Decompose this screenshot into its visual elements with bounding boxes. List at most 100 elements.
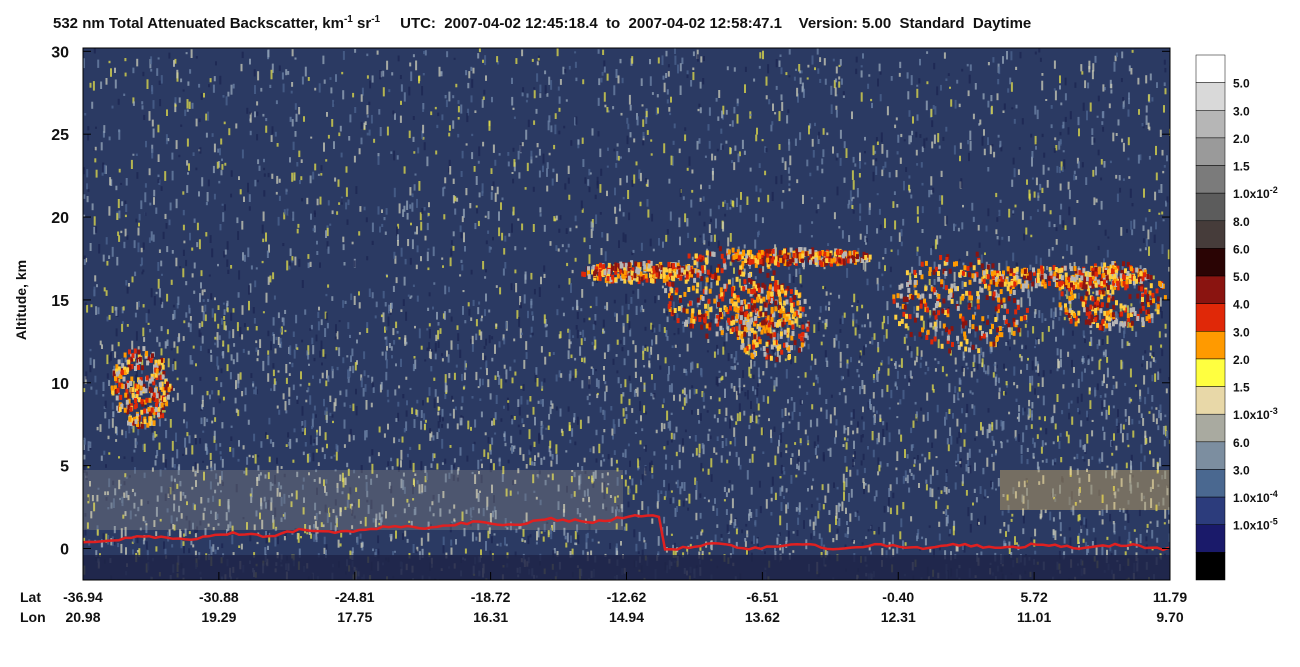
texture-cell bbox=[500, 418, 503, 422]
texture-cell bbox=[972, 502, 974, 506]
texture-cell bbox=[1056, 368, 1059, 372]
texture-cell bbox=[747, 337, 750, 346]
texture-cell bbox=[599, 148, 602, 158]
texture-cell bbox=[1082, 538, 1085, 543]
texture-cell bbox=[665, 454, 668, 460]
texture-cell bbox=[822, 334, 825, 337]
texture-cell bbox=[1078, 128, 1080, 137]
texture-cell bbox=[509, 490, 512, 496]
texture-cell bbox=[1000, 441, 1003, 444]
texture-cell bbox=[632, 494, 635, 500]
texture-cell bbox=[715, 295, 718, 302]
texture-cell bbox=[517, 218, 520, 221]
texture-cell bbox=[598, 78, 601, 86]
texture-cell bbox=[859, 160, 861, 169]
texture-cell bbox=[570, 283, 572, 293]
texture-cell bbox=[922, 320, 925, 330]
texture-cell bbox=[860, 92, 863, 102]
texture-cell bbox=[1074, 502, 1077, 506]
texture-cell bbox=[698, 453, 701, 458]
texture-cell bbox=[1094, 537, 1097, 545]
texture-cell bbox=[958, 387, 961, 392]
texture-cell bbox=[313, 210, 316, 215]
texture-cell bbox=[705, 281, 708, 291]
texture-cell bbox=[915, 413, 918, 422]
texture-cell bbox=[339, 125, 342, 132]
texture-cell bbox=[881, 360, 884, 363]
texture-cell bbox=[829, 447, 832, 457]
texture-cell bbox=[733, 267, 735, 274]
texture-cell bbox=[368, 456, 371, 463]
texture-cell bbox=[613, 450, 616, 455]
texture-cell bbox=[505, 488, 508, 497]
texture-cell bbox=[317, 462, 320, 466]
texture-cell bbox=[1139, 389, 1142, 400]
texture-cell bbox=[825, 399, 828, 404]
texture-cell bbox=[351, 241, 354, 245]
texture-cell bbox=[345, 202, 348, 210]
texture-cell bbox=[945, 126, 948, 132]
texture-cell bbox=[1120, 78, 1123, 83]
texture-cell bbox=[999, 199, 1002, 203]
texture-cell bbox=[844, 427, 847, 431]
texture-cell bbox=[854, 511, 857, 517]
texture-cell bbox=[214, 336, 217, 340]
texture-cell bbox=[641, 104, 644, 107]
texture-cell bbox=[666, 440, 669, 446]
texture-cell bbox=[851, 539, 854, 542]
texture-cell bbox=[95, 389, 98, 395]
texture-cell bbox=[884, 161, 887, 168]
texture-cell bbox=[522, 454, 525, 461]
texture-cell bbox=[872, 145, 875, 156]
texture-cell bbox=[475, 333, 478, 341]
texture-cell bbox=[94, 146, 97, 151]
texture-cell bbox=[900, 518, 903, 528]
texture-cell bbox=[902, 540, 904, 550]
texture-cell bbox=[326, 370, 328, 379]
texture-cell bbox=[546, 168, 548, 177]
texture-cell bbox=[312, 171, 315, 180]
plot-area bbox=[83, 48, 1170, 580]
texture-cell bbox=[486, 496, 489, 507]
texture-cell bbox=[186, 99, 189, 109]
texture-cell bbox=[743, 384, 746, 388]
texture-cell bbox=[1042, 164, 1045, 175]
texture-cell bbox=[209, 481, 212, 490]
texture-cell bbox=[684, 134, 687, 142]
texture-cell bbox=[133, 502, 136, 509]
texture-cell bbox=[256, 111, 259, 116]
texture-cell bbox=[480, 549, 482, 558]
texture-cell bbox=[887, 316, 889, 325]
texture-cell bbox=[899, 399, 902, 405]
texture-cell bbox=[103, 125, 106, 133]
texture-cell bbox=[118, 210, 121, 219]
texture-cell bbox=[663, 308, 666, 314]
texture-cell bbox=[230, 170, 233, 177]
texture-cell bbox=[198, 322, 201, 329]
texture-cell bbox=[986, 334, 989, 345]
texture-cell bbox=[833, 338, 836, 348]
texture-cell bbox=[833, 80, 836, 89]
texture-cell bbox=[729, 441, 732, 445]
texture-cell bbox=[513, 159, 516, 167]
texture-cell bbox=[868, 207, 871, 215]
texture-cell bbox=[957, 227, 960, 232]
texture-cell bbox=[407, 503, 410, 507]
texture-cell bbox=[131, 276, 134, 283]
texture-cell bbox=[556, 551, 559, 557]
texture-cell bbox=[785, 488, 788, 493]
texture-cell bbox=[403, 508, 406, 514]
texture-cell bbox=[765, 95, 768, 100]
texture-cell bbox=[996, 337, 999, 348]
texture-cell bbox=[364, 430, 367, 441]
texture-cell bbox=[568, 329, 571, 340]
texture-cell bbox=[1155, 418, 1158, 425]
texture-cell bbox=[663, 143, 666, 154]
texture-cell bbox=[723, 499, 726, 502]
texture-cell bbox=[570, 140, 573, 146]
texture-cell bbox=[184, 495, 187, 499]
texture-cell bbox=[192, 466, 195, 472]
texture-cell bbox=[83, 167, 86, 175]
texture-cell bbox=[132, 67, 135, 74]
texture-cell bbox=[108, 255, 111, 259]
